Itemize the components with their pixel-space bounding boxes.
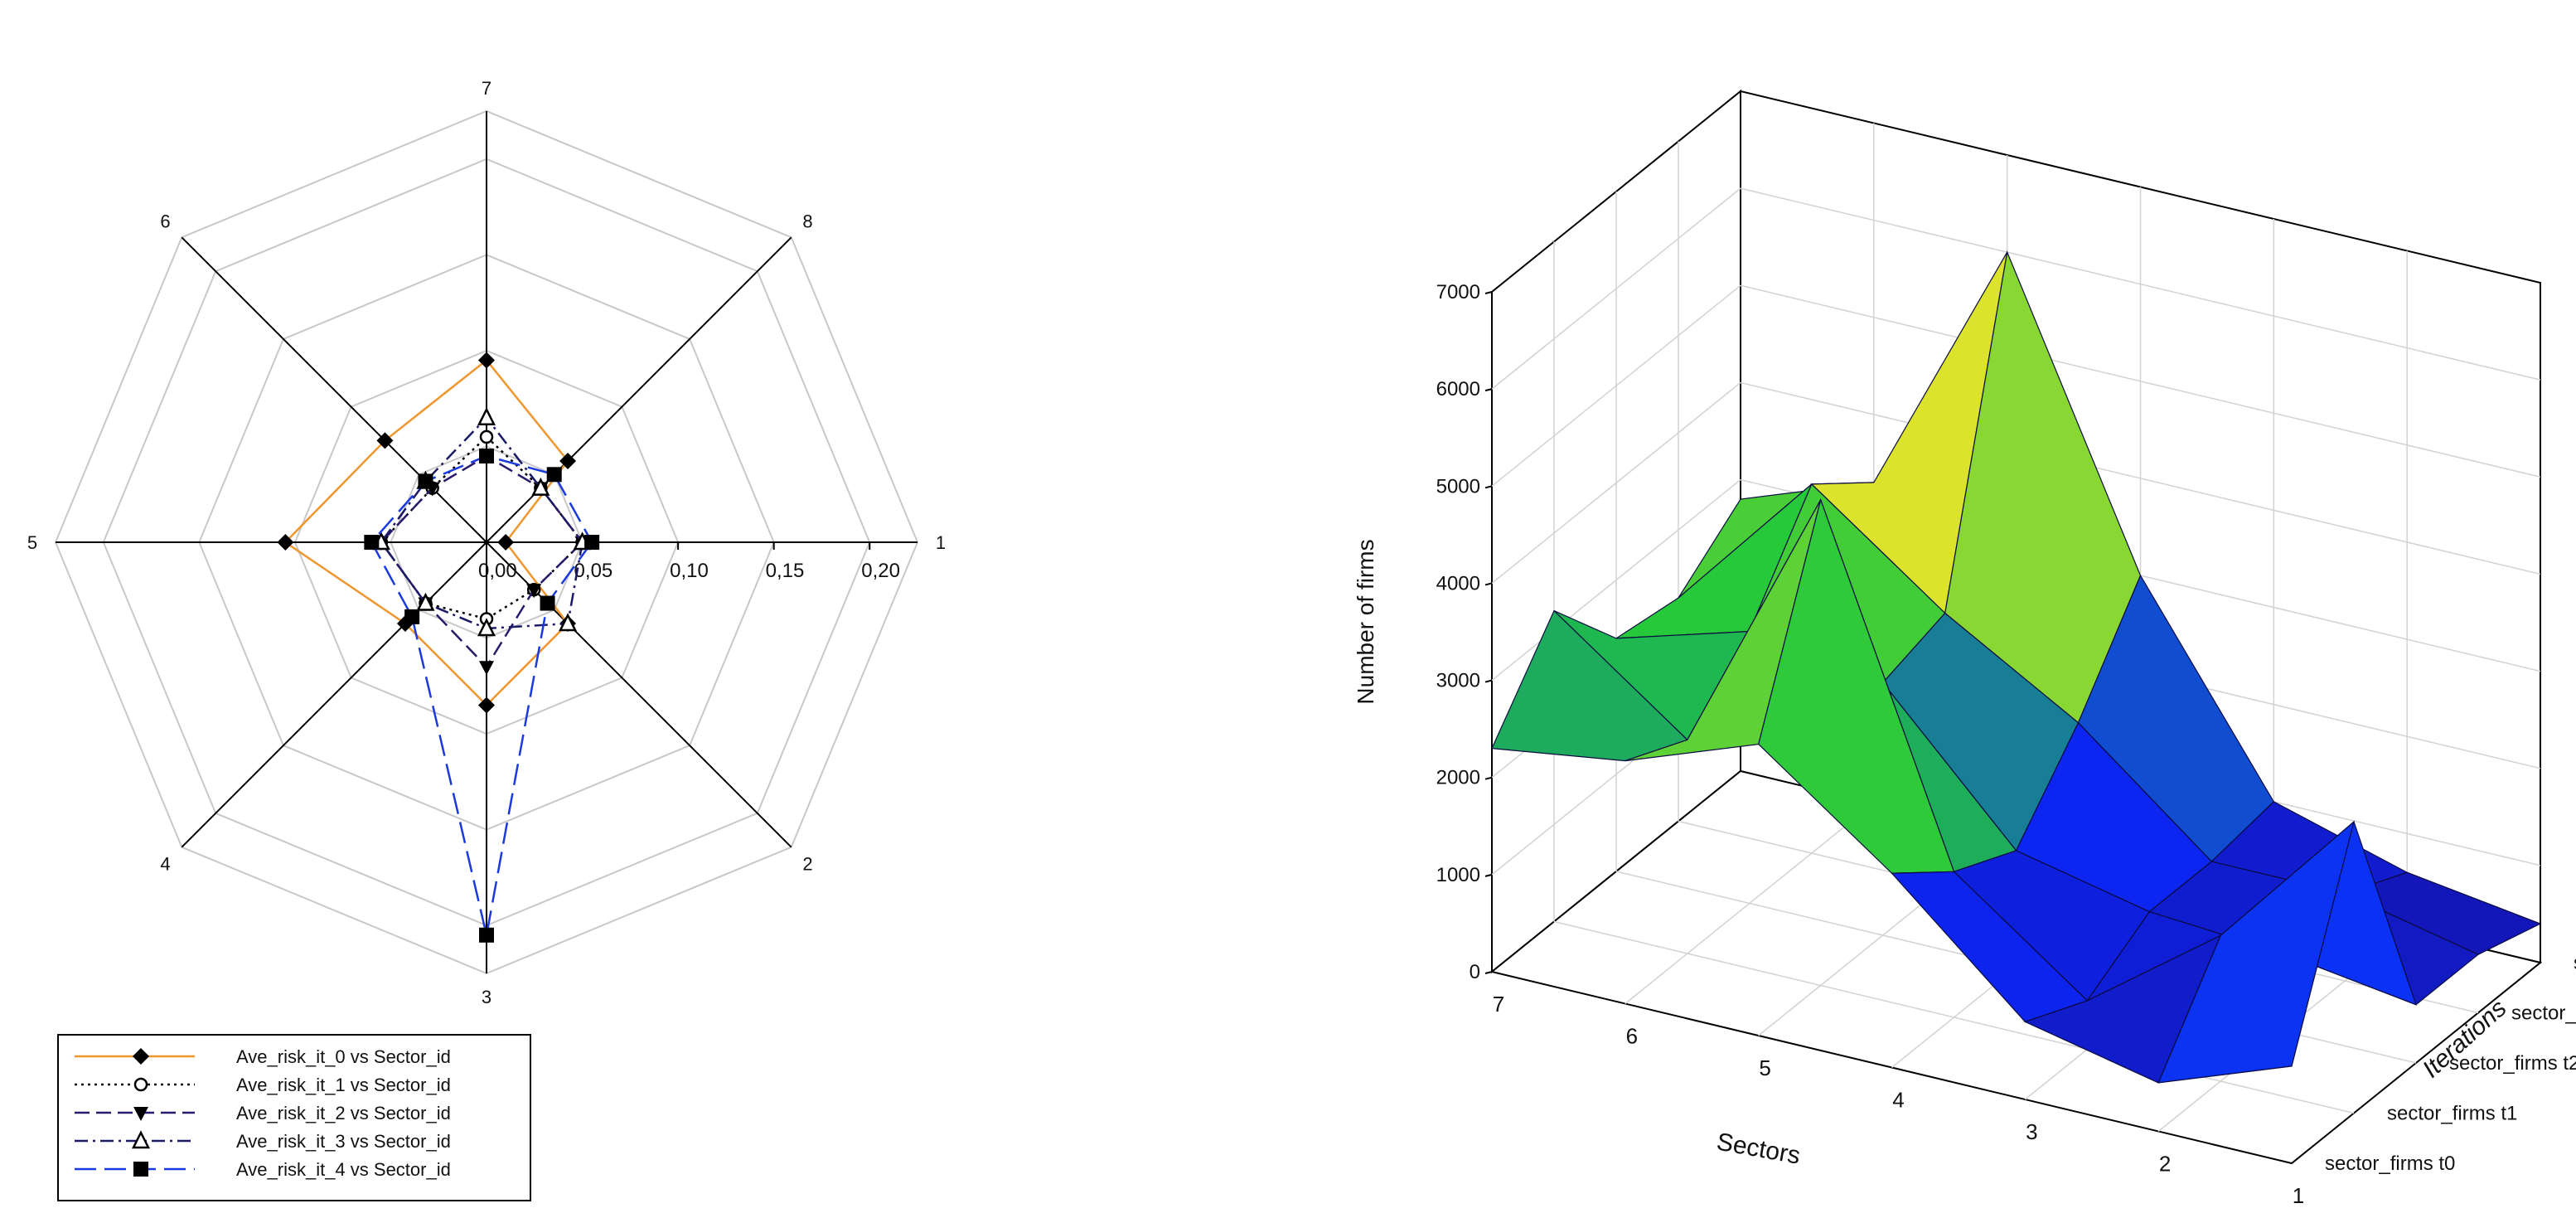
legend-label: Ave_risk_it_1 vs Sector_id [236, 1075, 451, 1095]
data-point [133, 1077, 148, 1092]
sector-label-7: 7 [1493, 992, 1504, 1017]
series-line [283, 358, 569, 707]
data-point [559, 452, 577, 469]
legend-label: Ave_risk_it_2 vs Sector_id [236, 1103, 451, 1123]
z-tick [1484, 971, 1493, 974]
sector-label-4: 4 [1892, 1088, 1904, 1113]
radar-chart: 1 2 3 4 5 6 7 8 0,00 0,05 0,10 0,15 0,20 Ave_risk_it… [27, 78, 946, 1201]
z-tick-label: 6000 [1436, 378, 1480, 400]
z-tick [1484, 582, 1493, 586]
iteration-label: sector_firms t1 [2387, 1103, 2517, 1125]
axis-label-3: 3 [482, 987, 491, 1007]
data-point [526, 584, 542, 599]
z-tick-label: 0 [1470, 961, 1480, 983]
data-point [546, 467, 562, 483]
data-point [478, 696, 495, 714]
iteration-label: sector_firms t4 [2574, 952, 2576, 974]
data-point [479, 661, 494, 676]
z-tick-label: 7000 [1436, 281, 1480, 303]
legend-label: Ave_risk_it_3 vs Sector_id [236, 1131, 451, 1152]
z-tick [1484, 679, 1493, 683]
z-tick [1484, 388, 1493, 392]
data-point [479, 927, 494, 943]
data-point [559, 613, 578, 632]
r-tick-label: 0,10 [670, 560, 709, 582]
data-point [416, 592, 435, 611]
surface-grid [1491, 123, 2541, 1133]
legend-label: Ave_risk_it_0 vs Sector_id [236, 1046, 451, 1067]
sector-label-3: 3 [2026, 1119, 2037, 1144]
data-point [404, 609, 420, 624]
series-0 [277, 352, 577, 714]
data-point [531, 477, 550, 496]
surface-mesh [1491, 250, 2542, 1084]
sector-label-1: 1 [2293, 1183, 2304, 1208]
radar-spoke [486, 236, 792, 543]
data-point [479, 429, 494, 444]
legend-label: Ave_risk_it_4 vs Sector_id [236, 1159, 451, 1180]
radar-spoke [181, 236, 487, 543]
data-point [479, 449, 494, 463]
axis-label-5: 5 [27, 532, 37, 553]
z-tick-label: 4000 [1436, 572, 1480, 594]
data-point [133, 1162, 148, 1177]
axis-label-2: 2 [802, 853, 812, 874]
data-point [477, 618, 496, 637]
data-point [478, 352, 495, 369]
series-line [380, 415, 583, 630]
axis-label-6: 6 [160, 211, 170, 232]
z-tick [1484, 776, 1493, 780]
z-tick [1484, 291, 1493, 294]
z-tick-label: 5000 [1436, 475, 1480, 497]
axis-label-8: 8 [802, 211, 812, 232]
series-line [380, 454, 584, 669]
z-tick [1484, 873, 1493, 877]
r-tick-label: 0,00 [478, 560, 517, 582]
grid-line [1553, 920, 2355, 1114]
z-tick [1484, 485, 1493, 489]
r-tick-label: 0,05 [574, 560, 613, 582]
radar-axes: 1 2 3 4 5 6 7 8 0,00 0,05 0,10 0,15 0,20 [27, 78, 946, 1007]
data-point [497, 534, 515, 551]
chart-legend: Ave_risk_it_0 vs Sector_id Ave_risk_it_1 … [57, 1034, 531, 1201]
series-line [370, 454, 593, 936]
surface-chart: 0 1000 2000 3000 4000 5000 6000 7000 1 2 3 4 5 6 7 sect… [1353, 89, 2576, 1208]
z-tick-label: 2000 [1436, 767, 1480, 789]
r-tick-label: 0,15 [766, 560, 805, 582]
radar-spoke [181, 541, 487, 848]
iteration-label: sector_firms t0 [2325, 1152, 2455, 1175]
radar-series [277, 352, 600, 943]
r-tick-label: 0,20 [861, 560, 900, 582]
z-tick-label: 1000 [1436, 864, 1480, 886]
series-line [380, 435, 584, 620]
z-axis-title: Number of firms [1353, 539, 1378, 704]
iteration-label: sector_firms t3 [2511, 1002, 2576, 1025]
sector-label-6: 6 [1626, 1024, 1638, 1049]
data-point [540, 595, 555, 611]
data-point [364, 535, 380, 550]
sector-label-2: 2 [2159, 1152, 2171, 1177]
x-axis-title: Sectors [1715, 1128, 1803, 1170]
data-point [584, 535, 600, 550]
axis-label-4: 4 [160, 853, 170, 874]
z-tick-label: 3000 [1436, 670, 1480, 692]
surface-cell [2157, 820, 2356, 1084]
sector-label-5: 5 [1759, 1055, 1770, 1080]
iteration-label: sector_firms t2 [2449, 1052, 2576, 1075]
data-point [376, 432, 394, 449]
series-4 [364, 449, 600, 943]
axis-label-1: 1 [936, 532, 946, 553]
data-point [133, 1107, 148, 1121]
data-point [277, 534, 294, 551]
data-point [133, 1048, 149, 1065]
data-point [418, 473, 433, 489]
data-point [477, 406, 496, 426]
axis-label-7: 7 [482, 78, 491, 99]
data-point [131, 1130, 151, 1149]
